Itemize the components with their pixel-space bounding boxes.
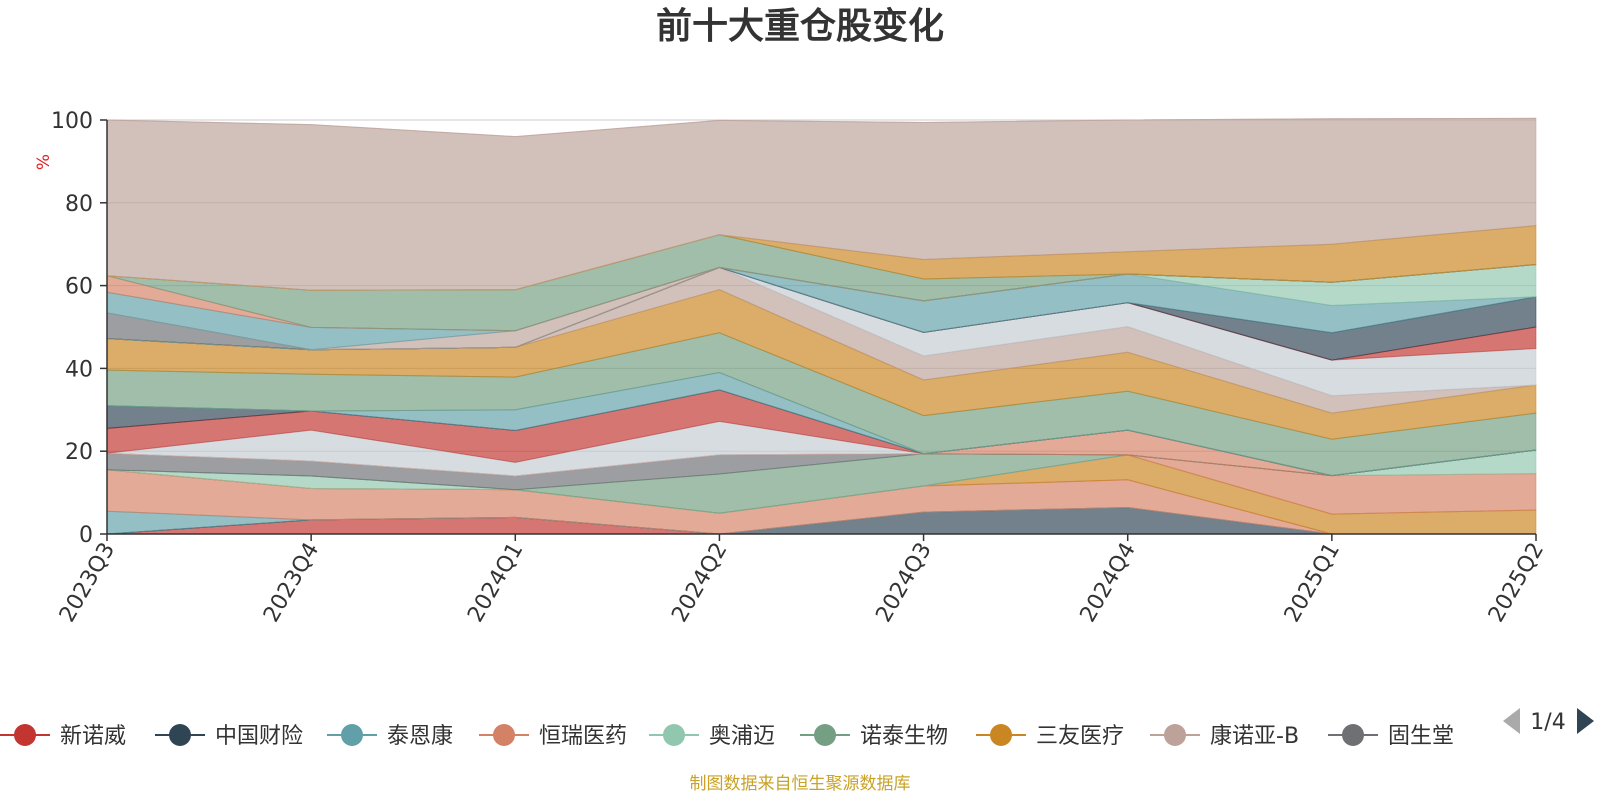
x-tick-label: 2024Q2 bbox=[667, 539, 732, 627]
legend-marker-icon bbox=[341, 724, 363, 746]
legend-label: 诺泰生物 bbox=[860, 724, 948, 749]
legend-label: 固生堂 bbox=[1388, 724, 1454, 749]
legend-label: 新诺威 bbox=[60, 724, 126, 749]
legend-item[interactable]: 新诺威 bbox=[0, 724, 126, 749]
x-tick-label: 2024Q3 bbox=[871, 539, 936, 627]
y-tick-label: 0 bbox=[79, 523, 93, 548]
x-tick-label: 2024Q4 bbox=[1076, 539, 1141, 627]
legend-label: 中国财险 bbox=[215, 724, 303, 749]
y-tick-label: 20 bbox=[65, 440, 93, 465]
legend-marker-icon bbox=[663, 724, 685, 746]
x-tick-label: 2025Q2 bbox=[1484, 539, 1549, 627]
legend-label: 康诺亚-B bbox=[1210, 724, 1299, 749]
legend-marker-icon bbox=[990, 724, 1012, 746]
y-tick-label: 80 bbox=[65, 192, 93, 217]
x-tick-label: 2023Q4 bbox=[259, 539, 324, 627]
legend-marker-icon bbox=[493, 724, 515, 746]
legend-item[interactable]: 恒瑞医药 bbox=[479, 724, 627, 749]
area-layers bbox=[106, 117, 1537, 535]
chart-title: 前十大重仓股变化 bbox=[656, 5, 944, 47]
legend-item[interactable]: 泰恩康 bbox=[327, 724, 453, 749]
y-unit-label: % bbox=[34, 154, 54, 170]
area-boundary-line bbox=[106, 117, 1537, 138]
legend-label: 奥浦迈 bbox=[709, 724, 775, 749]
legend-label: 三友医疗 bbox=[1036, 724, 1124, 749]
x-tick-label: 2025Q1 bbox=[1280, 539, 1345, 627]
data-source-note: 制图数据来自恒生聚源数据库 bbox=[690, 774, 911, 794]
legend-label: 泰恩康 bbox=[387, 724, 453, 749]
legend-next-page-icon[interactable] bbox=[1577, 708, 1594, 734]
legend-item[interactable]: 中国财险 bbox=[155, 724, 303, 749]
legend-marker-icon bbox=[814, 724, 836, 746]
legend-marker-icon bbox=[1342, 724, 1364, 746]
x-tick-label: 2024Q1 bbox=[463, 539, 528, 627]
legend-prev-page-icon[interactable] bbox=[1503, 708, 1520, 734]
x-tick-label: 2023Q3 bbox=[55, 539, 120, 627]
legend-marker-icon bbox=[1164, 724, 1186, 746]
legend-item[interactable]: 三友医疗 bbox=[976, 724, 1124, 749]
legend-item[interactable]: 奥浦迈 bbox=[649, 724, 775, 749]
legend[interactable]: 新诺威 中国财险 泰恩康 恒瑞医药 奥浦迈 诺泰生物 三友医疗 康诺亚-B 固生堂 bbox=[0, 724, 1454, 749]
legend-item[interactable]: 固生堂 bbox=[1328, 724, 1454, 749]
legend-item[interactable]: 康诺亚-B bbox=[1150, 724, 1299, 749]
legend-pager[interactable]: 1/4 bbox=[1503, 708, 1594, 735]
legend-marker-icon bbox=[169, 724, 191, 746]
y-tick-label: 100 bbox=[51, 109, 93, 134]
y-tick-label: 40 bbox=[65, 357, 93, 382]
legend-marker-icon bbox=[14, 724, 36, 746]
legend-page-indicator: 1/4 bbox=[1530, 710, 1565, 735]
legend-label: 恒瑞医药 bbox=[539, 724, 627, 749]
legend-item[interactable]: 诺泰生物 bbox=[800, 724, 948, 749]
y-tick-label: 60 bbox=[65, 275, 93, 300]
